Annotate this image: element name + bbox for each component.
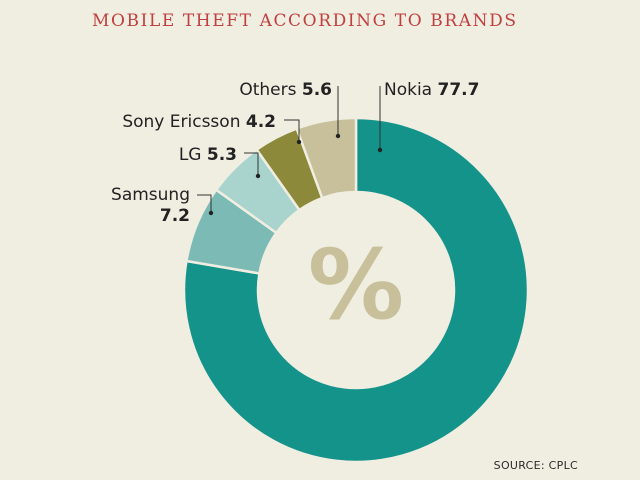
label-name-lg: LG — [179, 145, 207, 165]
leader-samsung — [197, 194, 212, 213]
label-lg: LG 5.3 — [179, 145, 237, 165]
label-samsung: Samsung 7.2 — [111, 185, 190, 226]
label-others: Others 5.6 — [239, 80, 332, 100]
slice-nokia — [182, 116, 530, 464]
label-value-lg: 5.3 — [207, 145, 237, 165]
label-name-others: Others — [239, 80, 302, 100]
leader-lg — [244, 152, 259, 176]
label-value-sony-ericsson: 4.2 — [246, 112, 276, 132]
leader-dot-lg — [255, 173, 261, 179]
leader-sony-ericsson — [284, 119, 300, 142]
leader-dot-sony-ericsson — [296, 139, 302, 145]
label-sony-ericsson: Sony Ericsson 4.2 — [122, 112, 276, 132]
label-value-others: 5.6 — [302, 80, 332, 100]
label-nokia: Nokia 77.7 — [384, 80, 479, 100]
source-note: SOURCE: CPLC — [493, 459, 578, 472]
slice-others — [295, 116, 358, 200]
chart-title: MOBILE THEFT ACCORDING TO BRANDS — [92, 11, 518, 31]
leader-dot-others — [335, 133, 341, 139]
label-value-nokia: 77.7 — [438, 80, 480, 100]
percent-symbol: % — [308, 229, 404, 341]
label-name-nokia: Nokia — [384, 80, 438, 100]
leader-dot-nokia — [377, 147, 383, 153]
leader-dot-samsung — [208, 210, 214, 216]
label-name-sony-ericsson: Sony Ericsson — [122, 112, 246, 132]
label-name-samsung: Samsung — [111, 185, 190, 205]
label-value-samsung: 7.2 — [160, 206, 190, 226]
